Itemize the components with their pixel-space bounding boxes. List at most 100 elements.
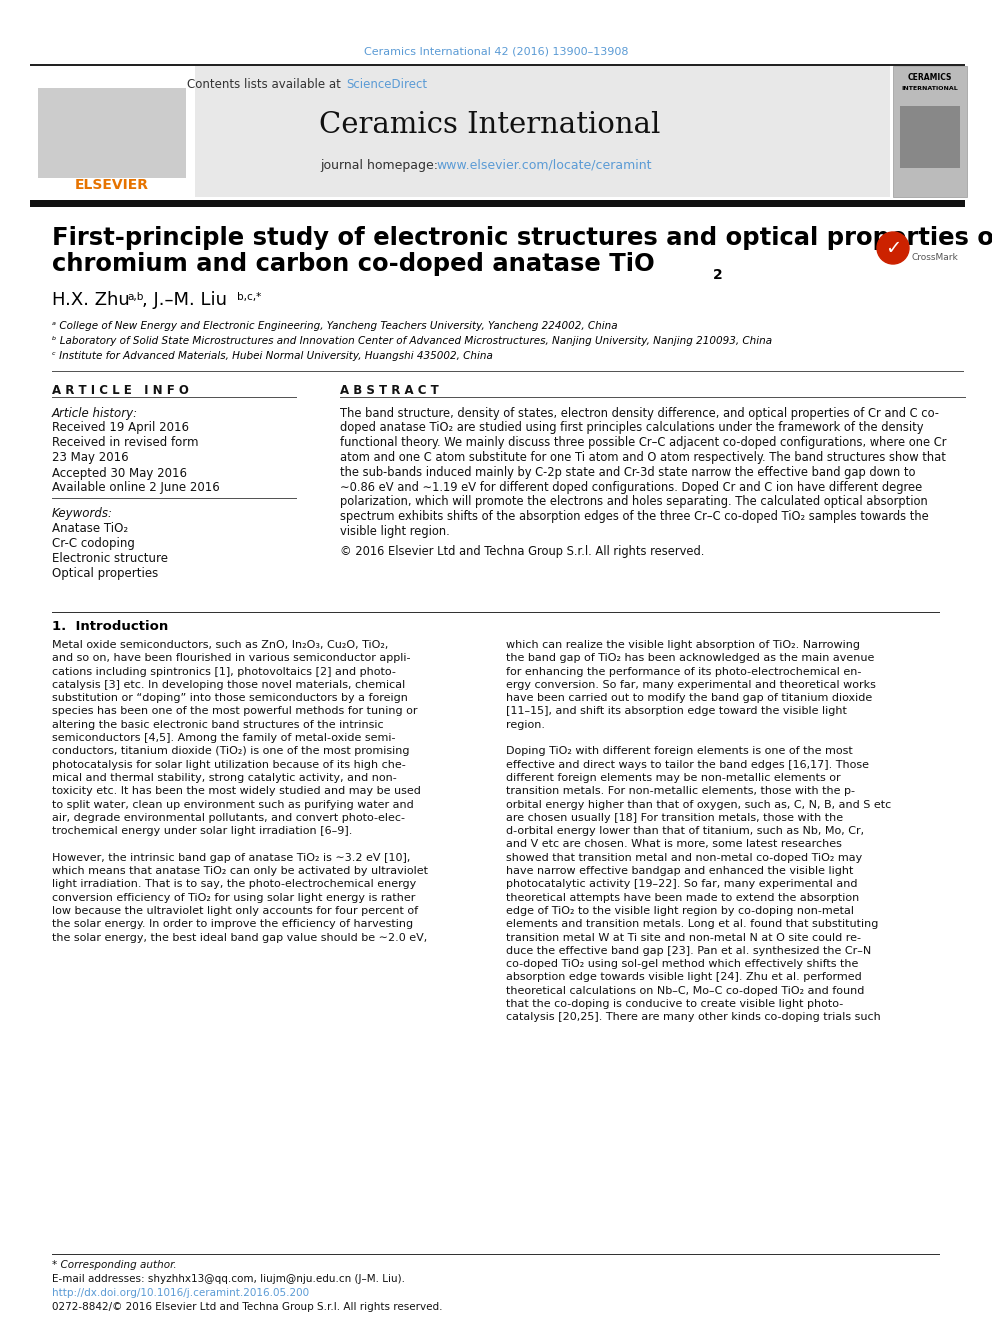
Text: substitution or “doping” into those semiconductors by a foreign: substitution or “doping” into those semi…: [52, 693, 408, 704]
Text: ∼0.86 eV and ∼1.19 eV for different doped configurations. Doped Cr and C ion hav: ∼0.86 eV and ∼1.19 eV for different dope…: [340, 480, 923, 493]
Text: to split water, clean up environment such as purifying water and: to split water, clean up environment suc…: [52, 799, 414, 810]
Text: polarization, which will promote the electrons and holes separating. The calcula: polarization, which will promote the ele…: [340, 495, 928, 508]
Text: absorption edge towards visible light [24]. Zhu et al. performed: absorption edge towards visible light [2…: [506, 972, 862, 983]
Text: for enhancing the performance of its photo-electrochemical en-: for enhancing the performance of its pho…: [506, 667, 861, 676]
Text: catalysis [20,25]. There are many other kinds co-doping trials such: catalysis [20,25]. There are many other …: [506, 1012, 881, 1023]
Text: species has been one of the most powerful methods for tuning or: species has been one of the most powerfu…: [52, 706, 418, 717]
Text: Accepted 30 May 2016: Accepted 30 May 2016: [52, 467, 187, 479]
Text: conversion efficiency of TiO₂ for using solar light energy is rather: conversion efficiency of TiO₂ for using …: [52, 893, 416, 902]
Text: effective and direct ways to tailor the band edges [16,17]. Those: effective and direct ways to tailor the …: [506, 759, 869, 770]
Text: visible light region.: visible light region.: [340, 525, 449, 538]
Text: catalysis [3] etc. In developing those novel materials, chemical: catalysis [3] etc. In developing those n…: [52, 680, 406, 689]
Text: elements and transition metals. Long et al. found that substituting: elements and transition metals. Long et …: [506, 919, 878, 929]
Text: Available online 2 June 2016: Available online 2 June 2016: [52, 482, 220, 495]
Text: which means that anatase TiO₂ can only be activated by ultraviolet: which means that anatase TiO₂ can only b…: [52, 867, 428, 876]
Text: light irradiation. That is to say, the photo-electrochemical energy: light irradiation. That is to say, the p…: [52, 880, 417, 889]
Text: Doping TiO₂ with different foreign elements is one of the most: Doping TiO₂ with different foreign eleme…: [506, 746, 853, 757]
Text: the solar energy. In order to improve the efficiency of harvesting: the solar energy. In order to improve th…: [52, 919, 413, 929]
Text: E-mail addresses: shyzhhx13@qq.com, liujm@nju.edu.cn (J–M. Liu).: E-mail addresses: shyzhhx13@qq.com, liuj…: [52, 1274, 405, 1285]
Text: Anatase TiO₂: Anatase TiO₂: [52, 521, 128, 534]
Text: the solar energy, the best ideal band gap value should be ∼2.0 eV,: the solar energy, the best ideal band ga…: [52, 933, 428, 942]
Text: [11–15], and shift its absorption edge toward the visible light: [11–15], and shift its absorption edge t…: [506, 706, 847, 717]
Text: Contents lists available at: Contents lists available at: [187, 78, 345, 90]
Text: ᶜ Institute for Advanced Materials, Hubei Normal University, Huangshi 435002, Ch: ᶜ Institute for Advanced Materials, Hube…: [52, 351, 493, 361]
Text: which can realize the visible light absorption of TiO₂. Narrowing: which can realize the visible light abso…: [506, 640, 860, 650]
Text: Received in revised form: Received in revised form: [52, 437, 198, 450]
Text: , J.–M. Liu: , J.–M. Liu: [142, 291, 227, 310]
Text: ergy conversion. So far, many experimental and theoretical works: ergy conversion. So far, many experiment…: [506, 680, 876, 689]
Text: cations including spintronics [1], photovoltaics [2] and photo-: cations including spintronics [1], photo…: [52, 667, 396, 676]
Text: Ceramics International 42 (2016) 13900–13908: Ceramics International 42 (2016) 13900–1…: [364, 48, 628, 57]
Text: CrossMark: CrossMark: [912, 254, 958, 262]
Text: Cr-C codoping: Cr-C codoping: [52, 537, 135, 549]
Text: theoretical calculations on Nb–C, Mo–C co-doped TiO₂ and found: theoretical calculations on Nb–C, Mo–C c…: [506, 986, 864, 996]
Text: edge of TiO₂ to the visible light region by co-doping non-metal: edge of TiO₂ to the visible light region…: [506, 906, 854, 916]
Text: and so on, have been flourished in various semiconductor appli-: and so on, have been flourished in vario…: [52, 654, 411, 663]
Text: atom and one C atom substitute for one Ti atom and O atom respectively. The band: atom and one C atom substitute for one T…: [340, 451, 946, 464]
Text: Electronic structure: Electronic structure: [52, 552, 168, 565]
Text: low because the ultraviolet light only accounts for four percent of: low because the ultraviolet light only a…: [52, 906, 418, 916]
Text: Keywords:: Keywords:: [52, 507, 113, 520]
Text: orbital energy higher than that of oxygen, such as, C, N, B, and S etc: orbital energy higher than that of oxyge…: [506, 799, 891, 810]
Text: semiconductors [4,5]. Among the family of metal-oxide semi-: semiconductors [4,5]. Among the family o…: [52, 733, 396, 744]
FancyBboxPatch shape: [893, 66, 967, 197]
Text: mical and thermal stability, strong catalytic activity, and non-: mical and thermal stability, strong cata…: [52, 773, 397, 783]
Text: Ceramics International: Ceramics International: [319, 111, 661, 139]
Text: Received 19 April 2016: Received 19 April 2016: [52, 422, 189, 434]
Text: www.elsevier.com/locate/ceramint: www.elsevier.com/locate/ceramint: [436, 159, 652, 172]
FancyBboxPatch shape: [30, 66, 890, 197]
Bar: [30, 200, 965, 206]
Text: A R T I C L E   I N F O: A R T I C L E I N F O: [52, 384, 188, 397]
Text: and V etc are chosen. What is more, some latest researches: and V etc are chosen. What is more, some…: [506, 840, 842, 849]
Bar: [38, 89, 186, 179]
Text: * Corresponding author.: * Corresponding author.: [52, 1259, 177, 1270]
Text: INTERNATIONAL: INTERNATIONAL: [902, 86, 958, 90]
Bar: [30, 64, 965, 66]
Text: However, the intrinsic band gap of anatase TiO₂ is ∼3.2 eV [10],: However, the intrinsic band gap of anata…: [52, 853, 411, 863]
Text: that the co-doping is conducive to create visible light photo-: that the co-doping is conducive to creat…: [506, 999, 843, 1009]
Text: doped anatase TiO₂ are studied using first principles calculations under the fra: doped anatase TiO₂ are studied using fir…: [340, 421, 924, 434]
Text: toxicity etc. It has been the most widely studied and may be used: toxicity etc. It has been the most widel…: [52, 786, 421, 796]
Text: the sub-bands induced mainly by C-2p state and Cr-3d state narrow the effective : the sub-bands induced mainly by C-2p sta…: [340, 466, 916, 479]
Text: 1.  Introduction: 1. Introduction: [52, 619, 169, 632]
Text: co-doped TiO₂ using sol-gel method which effectively shifts the: co-doped TiO₂ using sol-gel method which…: [506, 959, 858, 970]
Text: spectrum exhibits shifts of the absorption edges of the three Cr–C co-doped TiO₂: spectrum exhibits shifts of the absorpti…: [340, 511, 929, 523]
Text: air, degrade environmental pollutants, and convert photo-elec-: air, degrade environmental pollutants, a…: [52, 812, 405, 823]
Text: © 2016 Elsevier Ltd and Techna Group S.r.l. All rights reserved.: © 2016 Elsevier Ltd and Techna Group S.r…: [340, 545, 704, 558]
Text: are chosen usually [18] For transition metals, those with the: are chosen usually [18] For transition m…: [506, 812, 843, 823]
Text: 23 May 2016: 23 May 2016: [52, 451, 129, 464]
Bar: [900, 106, 960, 168]
Text: ᵃ College of New Energy and Electronic Engineering, Yancheng Teachers University: ᵃ College of New Energy and Electronic E…: [52, 321, 618, 331]
Text: b,c,*: b,c,*: [237, 292, 261, 302]
Text: ᵇ Laboratory of Solid State Microstructures and Innovation Center of Advanced Mi: ᵇ Laboratory of Solid State Microstructu…: [52, 336, 772, 347]
Text: d-orbital energy lower than that of titanium, such as Nb, Mo, Cr,: d-orbital energy lower than that of tita…: [506, 826, 864, 836]
Text: 0272-8842/© 2016 Elsevier Ltd and Techna Group S.r.l. All rights reserved.: 0272-8842/© 2016 Elsevier Ltd and Techna…: [52, 1302, 442, 1312]
Text: ELSEVIER: ELSEVIER: [75, 179, 149, 192]
Text: the band gap of TiO₂ has been acknowledged as the main avenue: the band gap of TiO₂ has been acknowledg…: [506, 654, 874, 663]
Text: functional theory. We mainly discuss three possible Cr–C adjacent co-doped confi: functional theory. We mainly discuss thr…: [340, 437, 946, 448]
Text: different foreign elements may be non-metallic elements or: different foreign elements may be non-me…: [506, 773, 840, 783]
Text: ✓: ✓: [885, 238, 901, 258]
Text: CERAMICS: CERAMICS: [908, 74, 952, 82]
Text: A B S T R A C T: A B S T R A C T: [340, 384, 438, 397]
Text: Article history:: Article history:: [52, 406, 138, 419]
Text: have narrow effective bandgap and enhanced the visible light: have narrow effective bandgap and enhanc…: [506, 867, 853, 876]
Text: First-principle study of electronic structures and optical properties of: First-principle study of electronic stru…: [52, 226, 992, 250]
Text: region.: region.: [506, 720, 545, 730]
Text: journal homepage:: journal homepage:: [320, 159, 442, 172]
Text: The band structure, density of states, electron density difference, and optical : The band structure, density of states, e…: [340, 406, 939, 419]
Text: H.X. Zhu: H.X. Zhu: [52, 291, 130, 310]
Text: showed that transition metal and non-metal co-doped TiO₂ may: showed that transition metal and non-met…: [506, 853, 862, 863]
Text: Metal oxide semiconductors, such as ZnO, In₂O₃, Cu₂O, TiO₂,: Metal oxide semiconductors, such as ZnO,…: [52, 640, 389, 650]
Text: Optical properties: Optical properties: [52, 566, 159, 579]
Text: theoretical attempts have been made to extend the absorption: theoretical attempts have been made to e…: [506, 893, 859, 902]
Text: transition metals. For non-metallic elements, those with the p-: transition metals. For non-metallic elem…: [506, 786, 855, 796]
Text: have been carried out to modify the band gap of titanium dioxide: have been carried out to modify the band…: [506, 693, 872, 704]
Text: chromium and carbon co-doped anatase TiO: chromium and carbon co-doped anatase TiO: [52, 251, 655, 277]
Text: duce the effective band gap [23]. Pan et al. synthesized the Cr–N: duce the effective band gap [23]. Pan et…: [506, 946, 871, 957]
Text: trochemical energy under solar light irradiation [6–9].: trochemical energy under solar light irr…: [52, 826, 352, 836]
Text: transition metal W at Ti site and non-metal N at O site could re-: transition metal W at Ti site and non-me…: [506, 933, 861, 942]
Text: conductors, titanium dioxide (TiO₂) is one of the most promising: conductors, titanium dioxide (TiO₂) is o…: [52, 746, 410, 757]
Text: photocatalytic activity [19–22]. So far, many experimental and: photocatalytic activity [19–22]. So far,…: [506, 880, 857, 889]
Text: ScienceDirect: ScienceDirect: [346, 78, 428, 90]
